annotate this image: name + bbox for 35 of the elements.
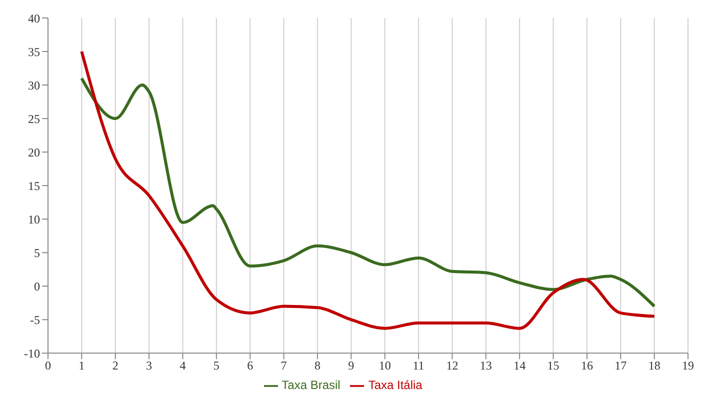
y-tick-label: 30: [28, 78, 40, 92]
x-tick-label: 17: [614, 358, 627, 373]
x-tick-label: 5: [213, 358, 220, 373]
x-tick-label: 3: [146, 358, 152, 373]
y-tick-label: 5: [34, 246, 40, 260]
x-tick-label: 8: [314, 358, 320, 373]
x-tick-label: 2: [112, 358, 118, 373]
x-tick-label: 19: [682, 358, 694, 373]
y-tick-label: 0: [34, 279, 40, 294]
x-tick-label: 0: [45, 358, 51, 373]
y-tick-label: 25: [28, 112, 40, 126]
legend-label: Taxa Itália: [368, 378, 422, 392]
x-tick-label: 7: [280, 358, 287, 373]
legend-label: Taxa Brasil: [282, 378, 340, 392]
x-tick-label: 13: [480, 358, 492, 373]
x-tick-label: 16: [580, 358, 593, 373]
y-tick-label: 20: [28, 145, 40, 160]
x-tick-label: 18: [648, 358, 660, 373]
y-tick-label: 35: [28, 44, 40, 59]
x-tick-label: 12: [446, 358, 458, 373]
y-tick-label: 10: [28, 212, 40, 226]
y-tick-label: 15: [28, 178, 40, 193]
y-tick-label: 40: [28, 11, 40, 26]
x-tick-label: 9: [348, 358, 354, 373]
line-series: [80, 50, 656, 330]
y-tick-label: -5: [30, 312, 40, 327]
x-tick-label: 11: [412, 358, 424, 373]
x-tick-label: 14: [514, 358, 526, 373]
x-tick-label: 4: [180, 358, 186, 373]
line-series: [80, 76, 656, 308]
x-tick-label: 6: [247, 358, 254, 373]
x-tick-label: 10: [378, 358, 391, 373]
x-tick-label: 15: [547, 358, 560, 373]
y-tick-label: -10: [24, 346, 40, 360]
x-tick-label: 1: [78, 358, 85, 373]
